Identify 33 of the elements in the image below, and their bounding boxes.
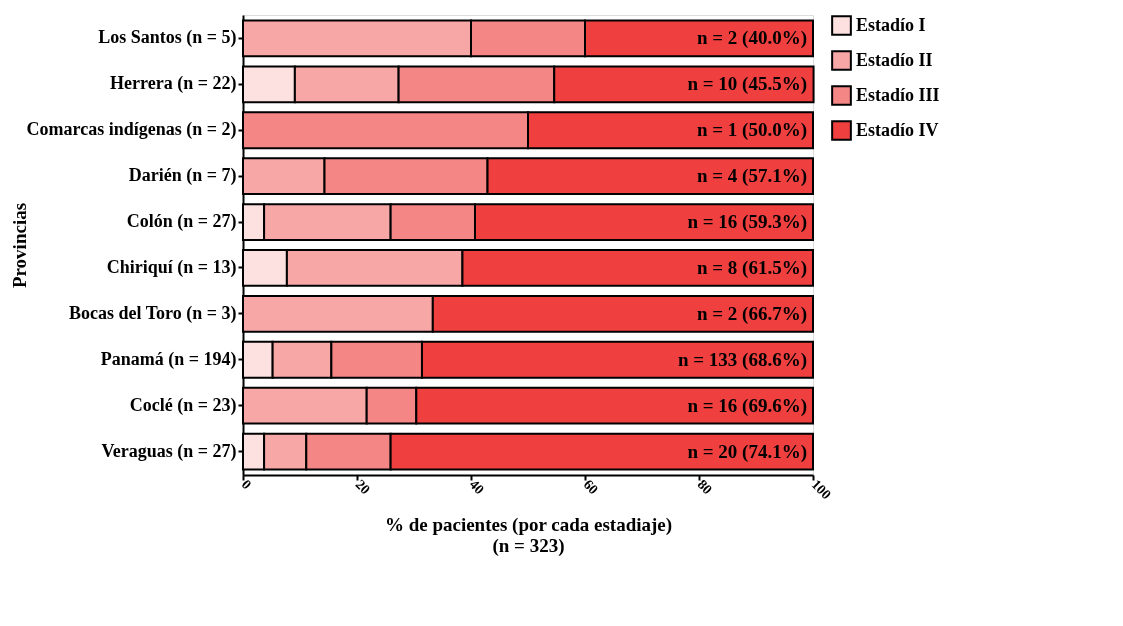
data-label: n = 2 (40.0%) (696, 27, 807, 50)
data-label: n = 20 (74.1%) (687, 440, 807, 463)
legend-label: Estadío III (856, 84, 940, 105)
y-axis-title: Provincias (8, 202, 30, 289)
x-tick-label: 100 (808, 476, 835, 503)
y-tick-label: Los Santos (n = 5) (98, 27, 237, 49)
data-label: n = 10 (45.5%) (687, 73, 807, 96)
x-axis-title: % de pacientes (por cada estadiaje) (384, 514, 673, 537)
legend-label: Estadío I (856, 14, 926, 35)
y-tick-label: Veraguas (n = 27) (101, 440, 237, 462)
x-tick-label: 80 (694, 476, 716, 498)
y-tick-label: Bocas del Toro (n = 3) (69, 302, 237, 324)
y-tick-label: Colón (n = 27) (126, 211, 237, 233)
y-tick-label: Panamá (n = 194) (100, 348, 237, 370)
x-tick-label: 0 (238, 476, 255, 493)
data-label: n = 4 (57.1%) (696, 165, 807, 188)
legend-label: Estadío IV (856, 119, 939, 140)
y-tick-label: Comarcas indígenas (n = 2) (26, 119, 237, 141)
y-tick-label: Coclé (n = 23) (129, 394, 237, 416)
x-tick-label: 40 (466, 476, 488, 498)
data-label: n = 1 (50.0%) (696, 119, 807, 142)
y-tick-label: Herrera (n = 22) (110, 73, 237, 95)
data-label: n = 133 (68.6%) (677, 348, 807, 371)
legend-label: Estadío II (856, 49, 933, 70)
data-label: n = 8 (61.5%) (696, 256, 807, 279)
data-label: n = 2 (66.7%) (696, 302, 807, 325)
y-tick-label: Chiriquí (n = 13) (106, 256, 237, 278)
text: (n = 323) (492, 535, 565, 558)
y-tick-label: Darién (n = 7) (128, 165, 237, 187)
data-label: n = 16 (59.3%) (687, 211, 807, 234)
x-tick-label: 60 (580, 476, 602, 498)
data-label: n = 16 (69.6%) (687, 394, 807, 417)
x-tick-label: 20 (352, 476, 374, 498)
